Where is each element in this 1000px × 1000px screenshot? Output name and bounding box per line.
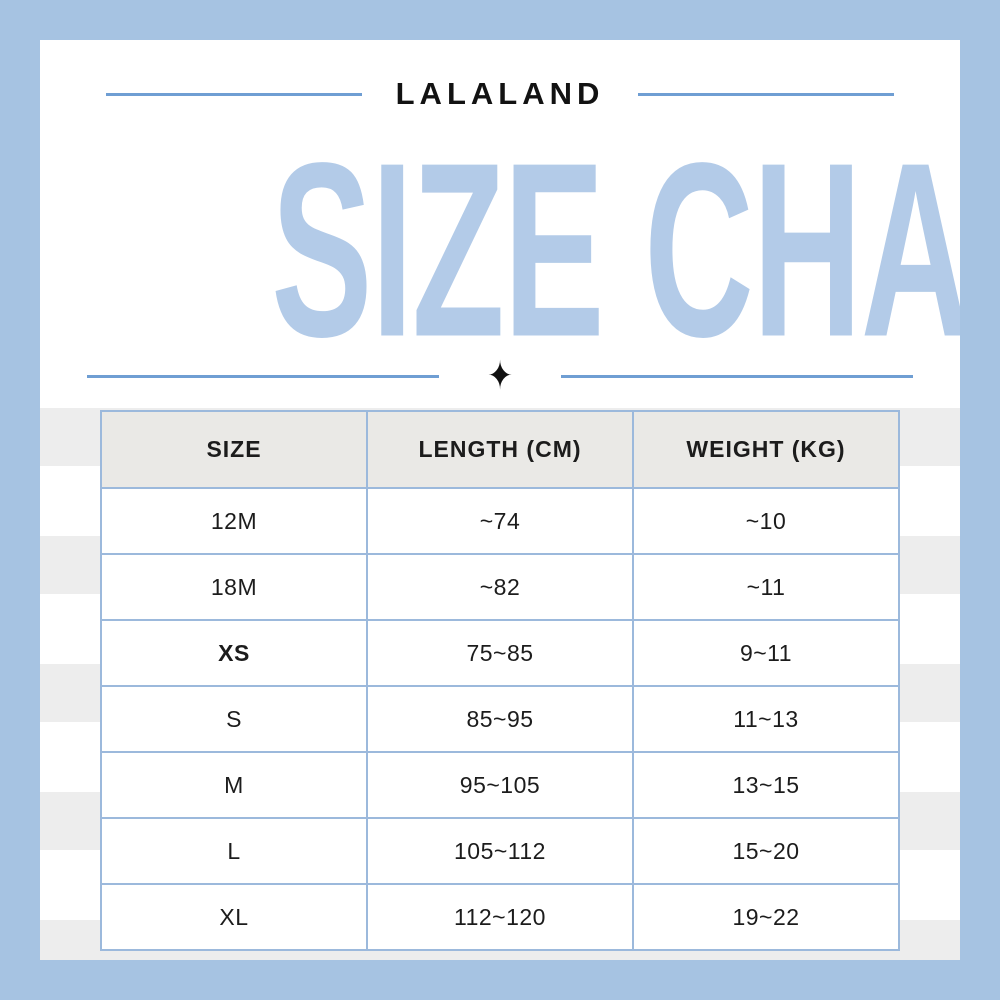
brand-name: LALALAND <box>395 76 605 111</box>
divider-rule-left <box>86 374 439 378</box>
column-header-size: SIZE <box>100 410 368 489</box>
size-cell: L <box>100 817 368 885</box>
table-row: XL 112~120 19~22 <box>100 883 900 951</box>
divider-rule-right <box>561 374 914 378</box>
page-title-wrap: SIZE CHART <box>40 125 960 373</box>
length-cell: 95~105 <box>366 751 634 819</box>
weight-cell: ~11 <box>632 553 900 621</box>
table-row: 12M ~74 ~10 <box>100 487 900 555</box>
weight-cell: 15~20 <box>632 817 900 885</box>
size-cell: XL <box>100 883 368 951</box>
weight-cell: 9~11 <box>632 619 900 687</box>
sparkle-icon: ✦ <box>487 352 513 398</box>
length-cell: 85~95 <box>366 685 634 753</box>
brand-row: LALALAND <box>40 76 960 112</box>
weight-cell: ~10 <box>632 487 900 555</box>
brand-rule-left <box>105 92 362 96</box>
weight-cell: 11~13 <box>632 685 900 753</box>
weight-cell: 13~15 <box>632 751 900 819</box>
table-header-row: SIZE LENGTH (CM) WEIGHT (KG) <box>100 410 900 489</box>
size-cell: M <box>100 751 368 819</box>
table-row: 18M ~82 ~11 <box>100 553 900 621</box>
table-row: XS 75~85 9~11 <box>100 619 900 687</box>
length-cell: 75~85 <box>366 619 634 687</box>
weight-cell: 19~22 <box>632 883 900 951</box>
length-cell: 105~112 <box>366 817 634 885</box>
size-cell: 12M <box>100 487 368 555</box>
brand-rule-right <box>638 92 895 96</box>
page-title: SIZE CHART <box>271 110 960 389</box>
table-row: L 105~112 15~20 <box>100 817 900 885</box>
length-cell: 112~120 <box>366 883 634 951</box>
length-cell: ~74 <box>366 487 634 555</box>
table-row: M 95~105 13~15 <box>100 751 900 819</box>
column-header-length: LENGTH (CM) <box>366 410 634 489</box>
size-cell: XS <box>100 619 368 687</box>
size-cell: S <box>100 685 368 753</box>
size-chart-table: SIZE LENGTH (CM) WEIGHT (KG) 12M ~74 ~10… <box>100 410 900 951</box>
length-cell: ~82 <box>366 553 634 621</box>
column-header-weight: WEIGHT (KG) <box>632 410 900 489</box>
table-row: S 85~95 11~13 <box>100 685 900 753</box>
size-cell: 18M <box>100 553 368 621</box>
poster-inner: LALALAND SIZE CHART ✦ SIZE LENGTH (CM) W… <box>40 40 960 960</box>
divider: ✦ <box>40 352 960 398</box>
